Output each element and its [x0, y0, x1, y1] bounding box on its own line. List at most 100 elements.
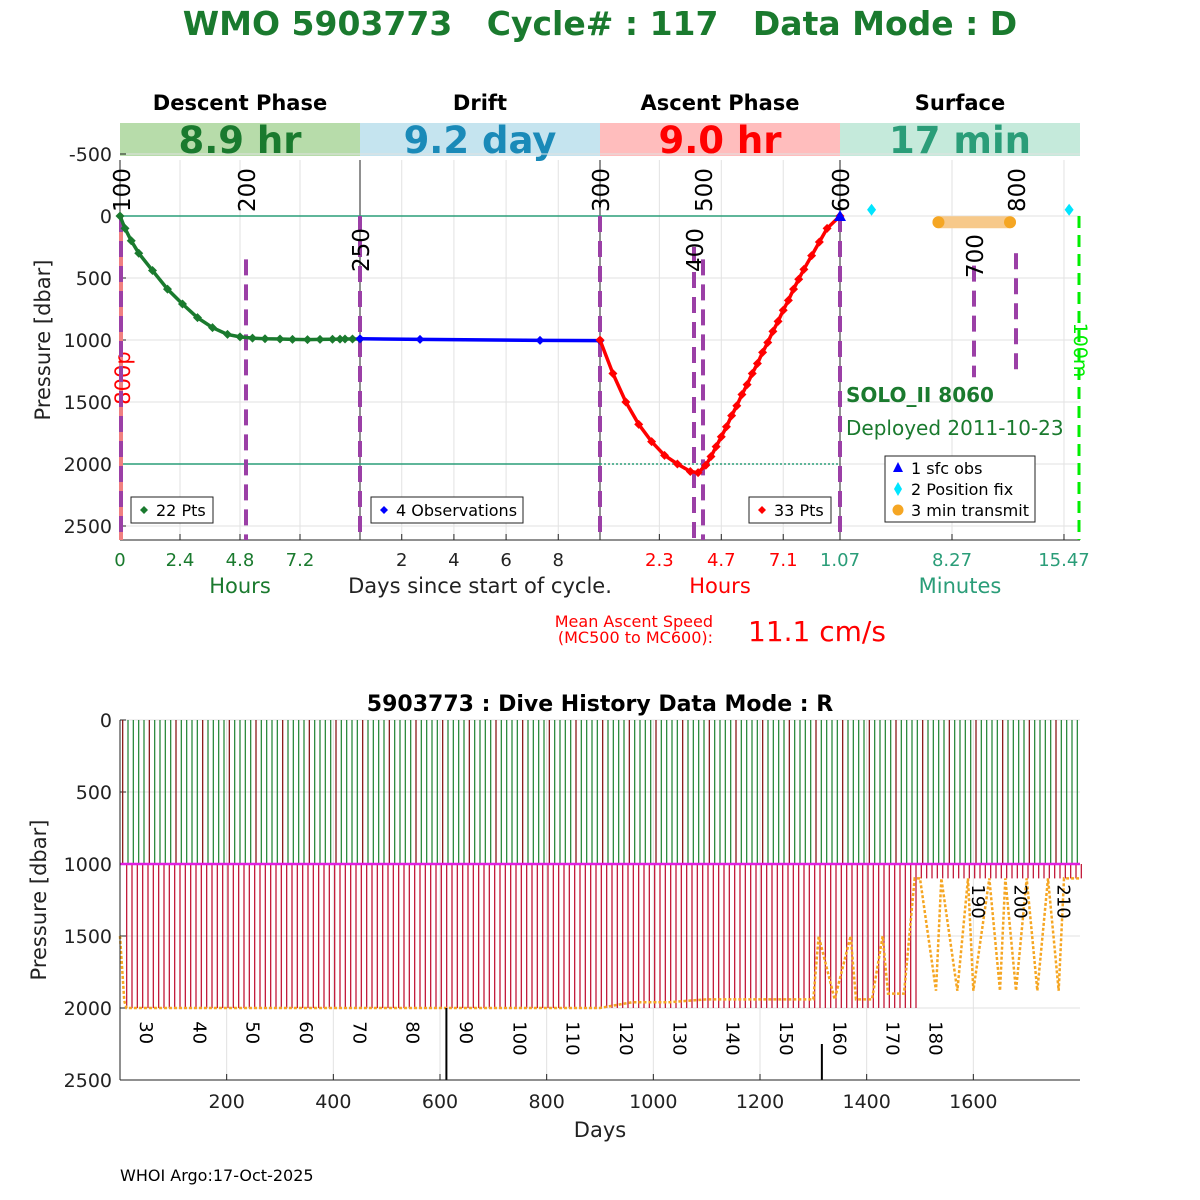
cycle-label-60: 60: [295, 1021, 316, 1044]
xtick-label-3-2: 15.47: [1038, 550, 1090, 571]
dive-xtick-label-1200: 1200: [736, 1091, 784, 1113]
ytick-label-0: 0: [100, 206, 112, 228]
phase-point-2-22: [768, 326, 778, 336]
phase-point-2-18: [747, 368, 757, 378]
phase-band-3: [840, 123, 1080, 156]
phase-point-0-16: [315, 334, 325, 344]
phase-point-2-23: [773, 316, 783, 326]
phase-legend-marker-0: [140, 506, 148, 514]
top-y-axis-label: Pressure [dbar]: [31, 260, 55, 421]
ascent-speed-label-1: Mean Ascent Speed: [555, 612, 713, 631]
position-fix-marker-1: [1064, 203, 1074, 216]
float-type-label: SOLO_II 8060: [846, 383, 994, 407]
phase-point-2-9: [701, 460, 711, 470]
dive-ytick-label-1500: 1500: [64, 926, 112, 948]
dive-y-axis-label: Pressure [dbar]: [27, 820, 51, 981]
dive-xtick-label-400: 400: [315, 1091, 351, 1113]
xtick-label-1-0: 2: [396, 550, 407, 571]
phase-xlabel-0: Hours: [209, 574, 271, 598]
mission-code-label-7: 700: [963, 234, 989, 278]
surface-legend-marker-2: [892, 504, 904, 516]
phase-curve-1: [359, 337, 601, 343]
phase-title-0: Descent Phase: [153, 91, 327, 115]
phase-point-0-8: [208, 323, 217, 333]
ytick-label-500: 500: [76, 268, 112, 290]
position-fix-marker-0: [867, 203, 877, 216]
cycle-label-190: 190: [967, 884, 988, 918]
dive-ytick-label-500: 500: [76, 782, 112, 804]
phase-point-2-24: [778, 305, 788, 315]
deployed-label: Deployed 2011-10-23: [846, 416, 1064, 440]
phase-legend-label-2: 33 Pts: [774, 501, 824, 520]
mission-code-label-1: 200: [235, 168, 261, 212]
phase-point-0-17: [328, 334, 337, 344]
xtick-label-1-1: 4: [448, 550, 459, 571]
phase-point-2-12: [716, 432, 726, 442]
dive-ytick-label-2000: 2000: [64, 998, 112, 1020]
phase-duration-3: 17 min: [889, 119, 1031, 162]
dive-ytick-label-2500: 2500: [64, 1070, 112, 1092]
phase-point-2-25: [783, 295, 793, 305]
phase-point-2-8: [693, 468, 703, 478]
phase-duration-0: 8.9 hr: [178, 119, 302, 162]
phase-point-2-5: [660, 450, 670, 460]
cycle-label-40: 40: [188, 1021, 209, 1044]
cycle-label-90: 90: [455, 1021, 476, 1044]
phase-point-1-0: [355, 334, 365, 344]
xtick-label-0-0: 0: [114, 550, 125, 571]
phase-point-1-2: [535, 335, 545, 345]
phase-point-0-14: [288, 334, 297, 344]
cycle-label-30: 30: [135, 1021, 156, 1044]
phase-title-3: Surface: [915, 91, 1005, 115]
phase-band-0: [120, 123, 360, 156]
phase-point-2-7: [685, 466, 695, 476]
cycle-label-170: 170: [882, 1021, 903, 1055]
phase-title-2: Ascent Phase: [641, 91, 800, 115]
phase-point-2-2: [621, 397, 631, 407]
transmit-end-marker: [1004, 216, 1017, 229]
phase-point-2-21: [763, 337, 773, 347]
xtick-label-2-1: 4.7: [707, 550, 736, 571]
phase-point-2-20: [758, 347, 768, 357]
phase-legend-box-1: [370, 496, 524, 524]
phase-legend-marker-2: [758, 506, 766, 514]
phase-legend-marker-1: [380, 506, 388, 514]
phase-point-2-0: [595, 335, 605, 345]
xtick-label-2-0: 2.3: [645, 550, 674, 571]
phase-point-2-14: [727, 411, 737, 421]
xtick-label-0-2: 4.8: [226, 550, 255, 571]
phase-xlabel-2: Hours: [689, 574, 751, 598]
footer-credit: WHOI Argo:17-Oct-2025: [120, 1166, 314, 1185]
ytick-label-2500: 2500: [64, 516, 112, 538]
phase-point-2-3: [634, 419, 644, 429]
phase-point-2-6: [672, 459, 682, 469]
phase-point-0-10: [235, 332, 245, 342]
mission-code-label-8: 800: [1005, 168, 1031, 212]
phase-point-1-1: [415, 334, 425, 344]
dive-xtick-label-1600: 1600: [949, 1091, 997, 1113]
cycle-label-120: 120: [615, 1021, 636, 1055]
surface-legend-marker-0: [893, 462, 903, 472]
ytick-label-1500: 1500: [64, 392, 112, 414]
phase-point-0-20: [348, 334, 357, 344]
phase-point-2-13: [721, 422, 731, 432]
dive-xtick-label-1400: 1400: [842, 1091, 890, 1113]
mission-code-label-4: 400: [683, 228, 709, 272]
cycle-label-200: 200: [1010, 884, 1031, 918]
phase-point-2-4: [647, 437, 657, 447]
phase-xlabel-3: Minutes: [919, 574, 1002, 598]
max-pressure-trace: [118, 877, 1080, 1010]
phase-point-0-18: [335, 334, 345, 344]
surface-legend-label-0: 1 sfc obs: [911, 459, 982, 478]
cycle-label-150: 150: [775, 1021, 796, 1055]
dive-xtick-label-600: 600: [422, 1091, 458, 1113]
phase-point-2-11: [711, 442, 721, 452]
phase-point-0-2: [126, 236, 136, 246]
phase-point-0-3: [134, 248, 144, 258]
phase-band-2: [600, 123, 840, 156]
cycle-label-110: 110: [562, 1021, 583, 1055]
phase-point-2-19: [752, 359, 762, 369]
phase-point-2-1: [608, 368, 618, 378]
surface-legend-marker-1: [894, 482, 902, 496]
mission-code-label-6: 600: [829, 168, 855, 212]
